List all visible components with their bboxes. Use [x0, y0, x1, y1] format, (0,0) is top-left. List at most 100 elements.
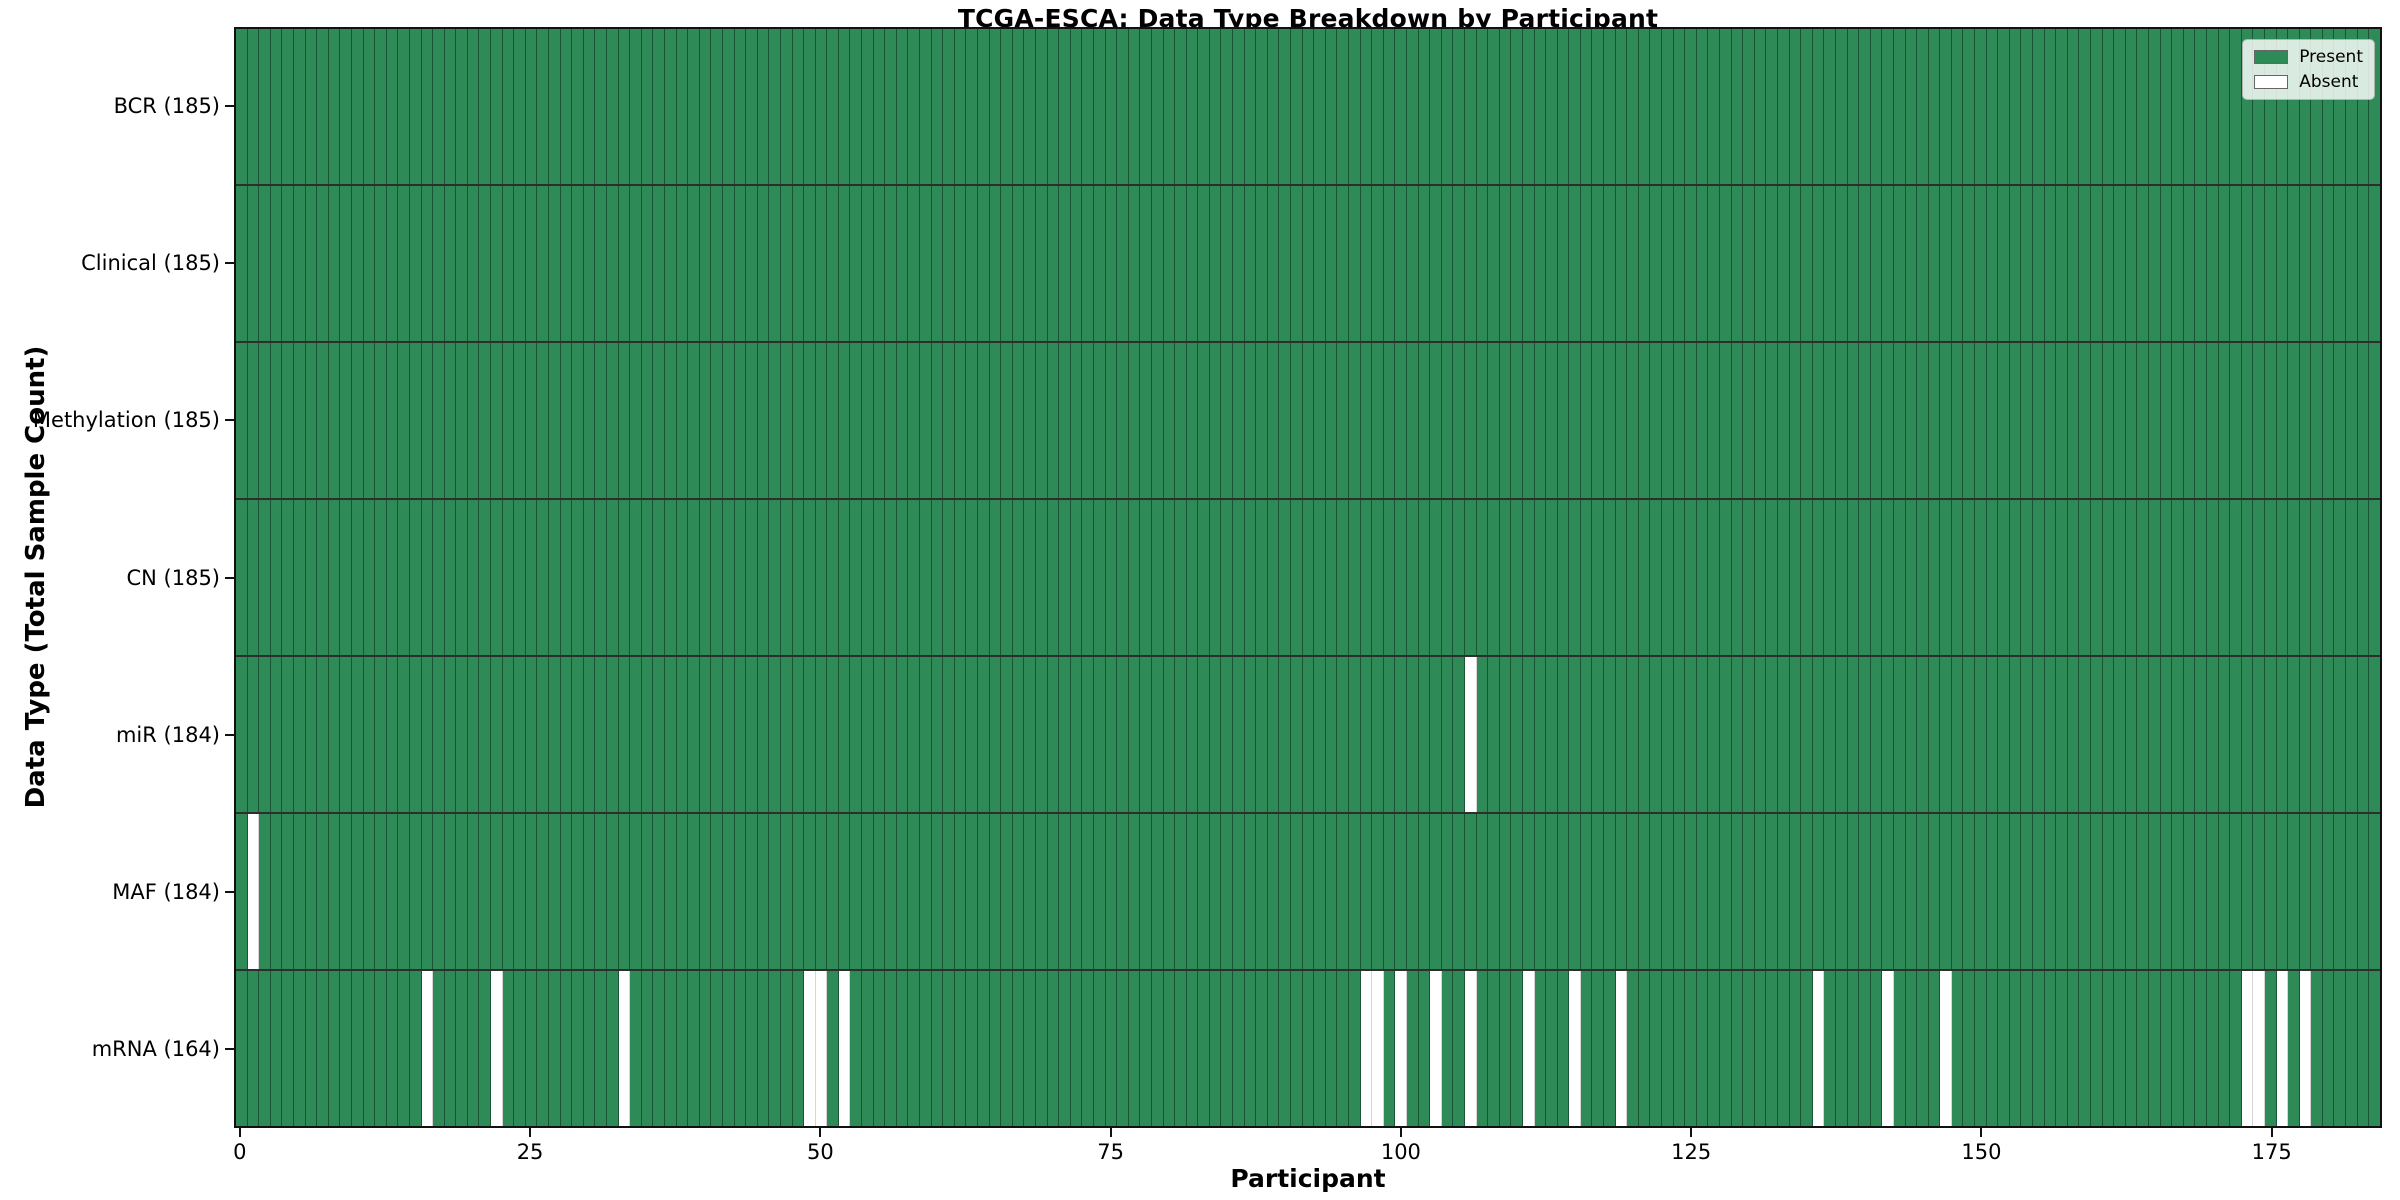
- heatmap-cell: [804, 343, 816, 498]
- heatmap-cell: [514, 814, 526, 969]
- heatmap-cell: [2288, 971, 2300, 1126]
- heatmap-cell: [2230, 814, 2242, 969]
- heatmap-cell: [2195, 500, 2207, 655]
- heatmap-cell: [236, 29, 248, 184]
- heatmap-cell: [1731, 971, 1744, 1126]
- heatmap-cell: [1047, 500, 1060, 655]
- heatmap-cell: [1209, 500, 1222, 655]
- heatmap-cell: [804, 971, 816, 1126]
- heatmap-cell: [537, 971, 550, 1126]
- heatmap-cell: [1766, 814, 1778, 969]
- heatmap-cell: [618, 500, 631, 655]
- heatmap-cell: [630, 29, 642, 184]
- heatmap-cell: [780, 500, 793, 655]
- heatmap-cell: [1059, 657, 1071, 812]
- heatmap-cell: [2195, 186, 2207, 341]
- heatmap-cell: [699, 500, 712, 655]
- heatmap-cell: [2334, 343, 2347, 498]
- heatmap-cell: [1267, 814, 1280, 969]
- heatmap-cell: [1314, 29, 1326, 184]
- y-tick-mark: [225, 419, 234, 422]
- heatmap-cell: [398, 29, 410, 184]
- heatmap-cell: [444, 29, 457, 184]
- heatmap-cell: [653, 500, 665, 655]
- heatmap-cell: [2114, 657, 2126, 812]
- heatmap-cell: [305, 186, 318, 341]
- heatmap-cell: [1951, 500, 1964, 655]
- heatmap-cell: [1453, 29, 1465, 184]
- heatmap-cell: [769, 657, 781, 812]
- heatmap-cell: [2044, 971, 2057, 1126]
- heatmap-cell: [1522, 971, 1535, 1126]
- data-type-row-CN: [236, 500, 2380, 657]
- heatmap-cell: [757, 971, 770, 1126]
- heatmap-cell: [1418, 186, 1431, 341]
- heatmap-cell: [444, 814, 457, 969]
- y-tick-mark: [225, 733, 234, 736]
- heatmap-cell: [1650, 500, 1663, 655]
- heatmap-cell: [409, 186, 422, 341]
- heatmap-cell: [1012, 814, 1025, 969]
- heatmap-cell: [827, 814, 839, 969]
- heatmap-cell: [2172, 500, 2184, 655]
- heatmap-cell: [734, 971, 747, 1126]
- heatmap-cell: [1986, 657, 1999, 812]
- heatmap-cell: [2206, 814, 2219, 969]
- heatmap-cell: [1117, 657, 1129, 812]
- heatmap-cell: [908, 500, 921, 655]
- heatmap-cell: [780, 971, 793, 1126]
- heatmap-cell: [1198, 814, 1210, 969]
- heatmap-cell: [1267, 971, 1280, 1126]
- heatmap-cell: [444, 343, 457, 498]
- heatmap-cell: [1917, 657, 1929, 812]
- heatmap-cell: [1859, 814, 1871, 969]
- heatmap-cell: [943, 971, 955, 1126]
- heatmap-cell: [1059, 29, 1071, 184]
- heatmap-cell: [1847, 657, 1860, 812]
- heatmap-cell: [1522, 657, 1535, 812]
- heatmap-cell: [954, 29, 967, 184]
- heatmap-cell: [1395, 343, 1407, 498]
- heatmap-cell: [2195, 29, 2207, 184]
- heatmap-cell: [1511, 186, 1523, 341]
- legend-item-absent: Absent: [2254, 72, 2363, 92]
- heatmap-cell: [514, 657, 526, 812]
- heatmap-cell: [2183, 814, 2196, 969]
- heatmap-cell: [1070, 343, 1083, 498]
- heatmap-cell: [664, 500, 677, 655]
- x-tick-mark: [238, 1128, 241, 1137]
- heatmap-cell: [293, 657, 306, 812]
- heatmap-cell: [2125, 29, 2138, 184]
- heatmap-cell: [2160, 343, 2173, 498]
- heatmap-cell: [792, 971, 805, 1126]
- heatmap-cell: [978, 186, 990, 341]
- heatmap-cell: [699, 971, 712, 1126]
- heatmap-cell: [1140, 29, 1152, 184]
- heatmap-cell: [2183, 343, 2196, 498]
- heatmap-cell: [908, 814, 921, 969]
- heatmap-cell: [1963, 343, 1976, 498]
- heatmap-cell: [549, 29, 561, 184]
- heatmap-cell: [1221, 500, 1234, 655]
- heatmap-cell: [2311, 657, 2323, 812]
- heatmap-cell: [1024, 657, 1036, 812]
- heatmap-cell: [1383, 971, 1396, 1126]
- x-tick-label: 150: [1961, 1140, 2002, 1164]
- heatmap-cell: [1209, 186, 1222, 341]
- heatmap-cell: [502, 971, 515, 1126]
- heatmap-cell: [1928, 343, 1941, 498]
- heatmap-cell: [688, 186, 700, 341]
- heatmap-cell: [920, 343, 932, 498]
- heatmap-cell: [2264, 657, 2277, 812]
- heatmap-cell: [827, 29, 839, 184]
- heatmap-cell: [2079, 29, 2091, 184]
- heatmap-cell: [885, 29, 897, 184]
- x-tick-mark: [1690, 1128, 1693, 1137]
- heatmap-cell: [688, 971, 700, 1126]
- heatmap-cell: [1963, 814, 1976, 969]
- heatmap-cell: [815, 343, 828, 498]
- heatmap-cell: [1777, 657, 1790, 812]
- heatmap-cell: [1569, 657, 1581, 812]
- heatmap-cell: [1580, 657, 1593, 812]
- heatmap-cell: [514, 343, 526, 498]
